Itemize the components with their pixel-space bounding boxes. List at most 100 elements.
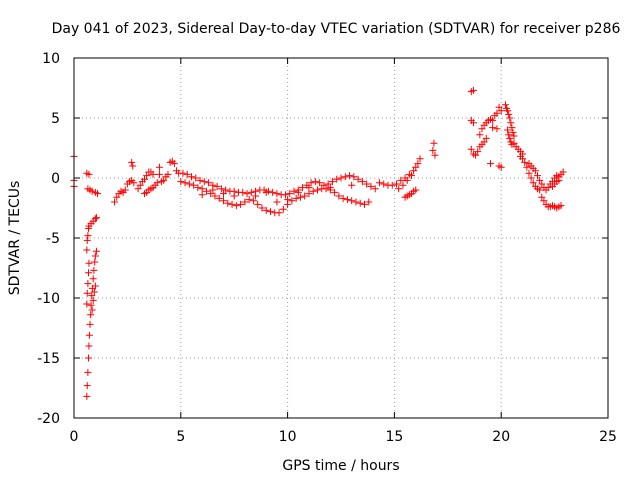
- data-point: [222, 186, 230, 194]
- data-point: [130, 179, 138, 187]
- data-point: [241, 198, 249, 206]
- data-point: [505, 131, 513, 139]
- data-point: [83, 300, 91, 308]
- data-point: [358, 178, 366, 186]
- data-point: [192, 174, 200, 182]
- data-point: [395, 185, 403, 193]
- data-point: [85, 354, 93, 362]
- data-point: [220, 190, 228, 198]
- data-point: [529, 179, 537, 187]
- data-point: [472, 151, 480, 159]
- data-point: [388, 181, 396, 189]
- data-point: [85, 342, 93, 350]
- data-point: [164, 170, 172, 178]
- data-point: [482, 134, 490, 142]
- x-tick-label: 15: [385, 429, 403, 445]
- data-point: [129, 162, 137, 170]
- data-point: [91, 258, 99, 266]
- data-point: [239, 188, 247, 196]
- data-point: [89, 296, 97, 304]
- data-point: [237, 200, 245, 208]
- data-point: [407, 172, 415, 180]
- data-point: [83, 289, 91, 297]
- data-point: [527, 174, 535, 182]
- data-point: [83, 236, 91, 244]
- data-points: [70, 86, 567, 400]
- data-point: [83, 246, 91, 254]
- data-point: [346, 172, 354, 180]
- data-point: [299, 184, 307, 192]
- series-tail-dip: [83, 169, 101, 400]
- data-point: [87, 301, 95, 309]
- x-tick-label: 20: [492, 429, 510, 445]
- data-point: [309, 187, 317, 195]
- data-point: [412, 163, 420, 171]
- data-point: [183, 170, 191, 178]
- data-point: [316, 179, 324, 187]
- data-point: [83, 382, 91, 390]
- data-point: [505, 110, 513, 118]
- data-point: [501, 101, 509, 109]
- data-point: [262, 188, 270, 196]
- data-point: [190, 181, 198, 189]
- data-point: [508, 124, 516, 132]
- data-point: [467, 145, 475, 153]
- data-point: [399, 181, 407, 189]
- data-point: [87, 311, 95, 319]
- data-point: [92, 247, 100, 255]
- data-point: [281, 191, 289, 199]
- y-tick-label: -15: [37, 351, 60, 367]
- data-point: [85, 259, 93, 267]
- data-point: [335, 192, 343, 200]
- data-point: [363, 180, 371, 188]
- data-point: [510, 132, 518, 140]
- data-point: [220, 197, 228, 205]
- data-point: [215, 194, 223, 202]
- data-point: [478, 125, 486, 133]
- data-point: [179, 169, 187, 177]
- data-point: [200, 178, 208, 186]
- data-point: [324, 180, 332, 188]
- data-point: [339, 194, 347, 202]
- data-point: [544, 184, 552, 192]
- data-point: [480, 138, 488, 146]
- data-point: [258, 204, 266, 212]
- data-point: [430, 139, 438, 147]
- data-point: [245, 196, 253, 204]
- data-point: [91, 252, 99, 260]
- data-point: [155, 170, 163, 178]
- data-point: [523, 163, 531, 171]
- data-point: [493, 125, 501, 133]
- data-point: [506, 134, 514, 142]
- data-point: [343, 196, 351, 204]
- data-point: [320, 181, 328, 189]
- data-point: [121, 186, 129, 194]
- data-point: [326, 184, 334, 192]
- series-afternoon: [198, 139, 439, 206]
- data-point: [224, 199, 232, 207]
- data-point: [469, 119, 477, 127]
- data-point: [83, 392, 91, 400]
- data-point: [557, 202, 565, 210]
- data-point: [113, 193, 121, 201]
- data-point: [519, 155, 527, 163]
- data-point: [536, 186, 544, 194]
- y-tick-label: 0: [51, 171, 60, 187]
- data-point: [322, 185, 330, 193]
- data-point: [504, 107, 512, 115]
- data-point: [153, 179, 161, 187]
- data-point: [128, 158, 136, 166]
- data-point: [273, 198, 281, 206]
- data-point: [149, 170, 157, 178]
- data-point: [367, 182, 375, 190]
- data-point: [284, 196, 292, 204]
- data-point: [504, 126, 512, 134]
- data-point: [249, 197, 257, 205]
- data-point: [540, 197, 548, 205]
- data-point: [294, 188, 302, 196]
- data-point: [269, 188, 277, 196]
- data-point: [493, 109, 501, 117]
- data-point: [160, 176, 168, 184]
